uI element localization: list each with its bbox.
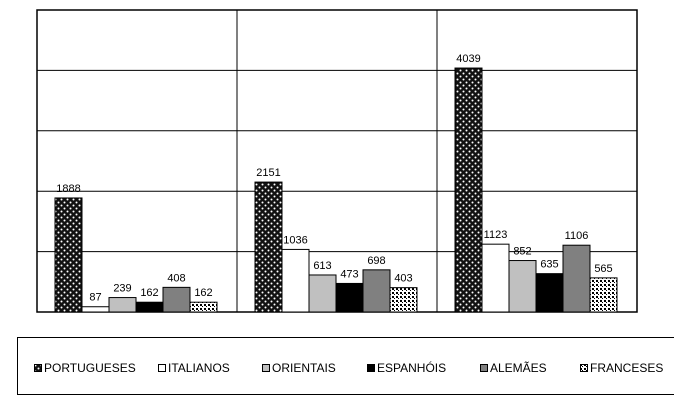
data-label: 1106	[565, 230, 589, 242]
bar-franceses	[189, 301, 218, 313]
legend-item: ALEMÃES	[480, 361, 547, 375]
data-label: 4039	[456, 53, 480, 65]
bar-italianos	[281, 248, 310, 313]
legend-label: ORIENTAIS	[272, 361, 336, 375]
legend-swatch	[367, 364, 375, 372]
bar-italianos	[81, 306, 110, 313]
bar-orientais	[508, 260, 537, 313]
legend-label: ESPANHÓIS	[377, 361, 447, 375]
legend-swatch	[158, 364, 166, 372]
data-labels: 1888 87 239 162 408 162 2151 1036 613 473 698 403 40…	[56, 53, 612, 304]
legend-label: ITALIANOS	[168, 361, 230, 375]
data-label: 87	[89, 292, 101, 304]
bar-portugueses	[254, 181, 283, 313]
legend-swatch	[262, 364, 270, 372]
bar-orientais	[308, 274, 337, 313]
data-label: 408	[167, 272, 185, 284]
data-label: 565	[594, 263, 612, 275]
bar-espanhóis	[335, 282, 364, 313]
bars	[54, 67, 618, 313]
data-label: 2151	[256, 167, 280, 179]
bar-italianos	[481, 243, 510, 313]
data-label: 852	[513, 246, 531, 258]
data-label: 403	[394, 273, 412, 285]
bar-chart: 1888 87 239 162 408 162 2151 1036 613 473 698 403 40…	[36, 9, 638, 313]
legend: PORTUGUESES ITALIANOS ORIENTAIS ESPANHÓIS AL…	[17, 337, 674, 395]
legend-label: ALEMÃES	[490, 361, 547, 375]
legend-item: ESPANHÓIS	[367, 361, 446, 375]
bar-portugueses	[454, 67, 483, 313]
gridlines	[37, 10, 637, 312]
data-label: 162	[140, 287, 158, 299]
data-label: 613	[313, 260, 331, 272]
legend-label: PORTUGUESES	[44, 361, 136, 375]
legend-item: PORTUGUESES	[34, 361, 136, 375]
bar-espanhóis	[135, 301, 164, 313]
data-label: 162	[194, 287, 212, 299]
legend-label: FRANCESES	[590, 361, 664, 375]
bar-franceses	[389, 287, 418, 313]
data-label: 1036	[283, 234, 307, 246]
data-label: 473	[340, 268, 358, 280]
bar-alemães	[562, 244, 591, 313]
data-label: 698	[367, 255, 385, 267]
data-label: 1123	[484, 229, 508, 241]
bar-orientais	[108, 297, 137, 313]
legend-item: ORIENTAIS	[262, 361, 336, 375]
bar-espanhóis	[535, 273, 564, 313]
bar-portugueses	[54, 197, 83, 313]
bar-alemães	[362, 269, 391, 313]
legend-swatch	[34, 364, 42, 372]
bar-alemães	[162, 286, 191, 313]
legend-swatch	[480, 364, 488, 372]
legend-item: ITALIANOS	[158, 361, 230, 375]
legend-swatch	[580, 364, 588, 372]
data-label: 635	[540, 259, 558, 271]
data-label: 239	[113, 283, 131, 295]
bar-franceses	[589, 277, 618, 313]
data-label: 1888	[56, 183, 80, 195]
legend-item: FRANCESES	[580, 361, 663, 375]
plot-area	[36, 9, 638, 313]
